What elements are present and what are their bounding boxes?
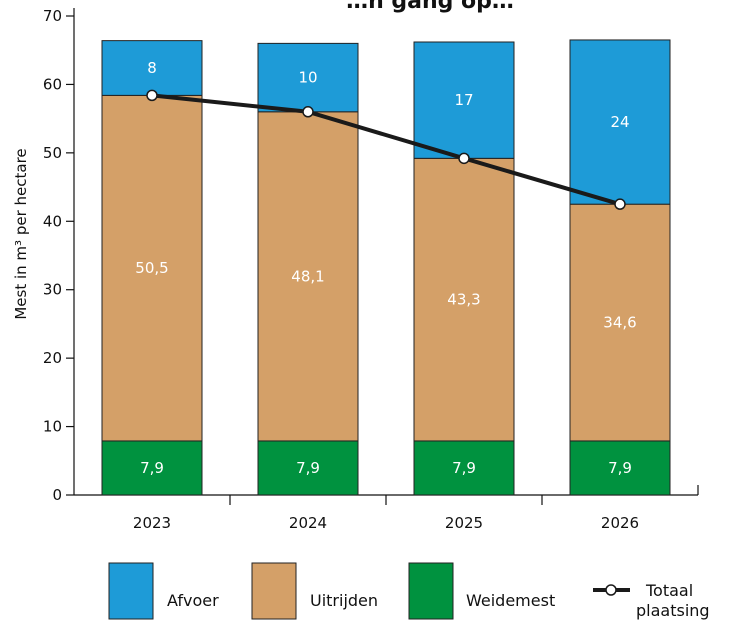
- y-tick-label: 10: [43, 418, 62, 436]
- y-axis-title: Mest in m³ per hectare: [12, 148, 30, 319]
- x-tick-label: 2024: [289, 514, 327, 532]
- bar-segment-weidemest: [569, 440, 671, 496]
- bar-value-label: 7,9: [140, 459, 164, 477]
- total-line-point: [146, 89, 158, 102]
- total-line-point: [302, 106, 314, 118]
- y-tick-label: 40: [43, 212, 62, 230]
- x-tick-label: 2023: [133, 514, 171, 532]
- legend-swatch-afvoer: [108, 562, 154, 620]
- bar-value-label: 43,3: [447, 291, 480, 309]
- legend-marker-totaal: [605, 584, 617, 596]
- bar-segment-weidemest: [257, 440, 359, 496]
- bar-value-label: 24: [610, 113, 629, 131]
- bar-segment-afvoer: [413, 41, 515, 159]
- legend: Afvoer Uitrijden Weidemest Totaal plaats…: [108, 562, 710, 620]
- y-tick-label: 0: [52, 486, 62, 504]
- legend-label-totaal-2: plaatsing: [636, 601, 710, 620]
- bars: 7,9 50,5 8 7,9 48,1 10 7,9 43,3 17 7,9 34,6 24: [101, 39, 671, 496]
- y-tick-label: 30: [43, 281, 62, 299]
- y-axis: 0 10 20 30 40 50 60 70: [43, 7, 75, 504]
- total-line: [146, 89, 626, 210]
- total-line-point: [614, 198, 626, 210]
- legend-label-totaal-1: Totaal: [645, 581, 693, 600]
- bar-segment-uitrijden: [257, 111, 359, 442]
- bar-segment-uitrijden: [413, 157, 515, 442]
- legend-swatch-weidemest: [408, 562, 454, 620]
- x-tick-label: 2025: [445, 514, 483, 532]
- legend-label-uitrijden: Uitrijden: [310, 591, 378, 610]
- bar-segment-uitrijden: [569, 203, 671, 442]
- bar-value-label: 17: [454, 91, 473, 109]
- total-line-point: [458, 152, 470, 165]
- bar-value-label: 8: [147, 59, 157, 77]
- bar-value-label: 50,5: [135, 259, 168, 277]
- bar-value-label: 7,9: [452, 459, 476, 477]
- bar-segment-afvoer: [257, 42, 359, 113]
- y-tick-label: 70: [43, 7, 62, 25]
- bar-value-label: 7,9: [296, 459, 320, 477]
- bar-value-label: 48,1: [291, 267, 324, 285]
- y-tick-label: 20: [43, 349, 62, 367]
- bar-segment-afvoer: [569, 39, 671, 205]
- y-tick-label: 50: [43, 144, 62, 162]
- y-tick-label: 60: [43, 75, 62, 93]
- bar-value-label: 34,6: [603, 314, 636, 332]
- bar-value-label: 10: [298, 69, 317, 87]
- total-line-path: [151, 93, 621, 207]
- bar-value-label: 7,9: [608, 459, 632, 477]
- chart-title: …n gang op…: [346, 0, 514, 14]
- x-tick-label: 2026: [601, 514, 639, 532]
- legend-label-afvoer: Afvoer: [167, 591, 219, 610]
- legend-swatch-uitrijden: [251, 562, 297, 620]
- legend-label-weidemest: Weidemest: [466, 591, 555, 610]
